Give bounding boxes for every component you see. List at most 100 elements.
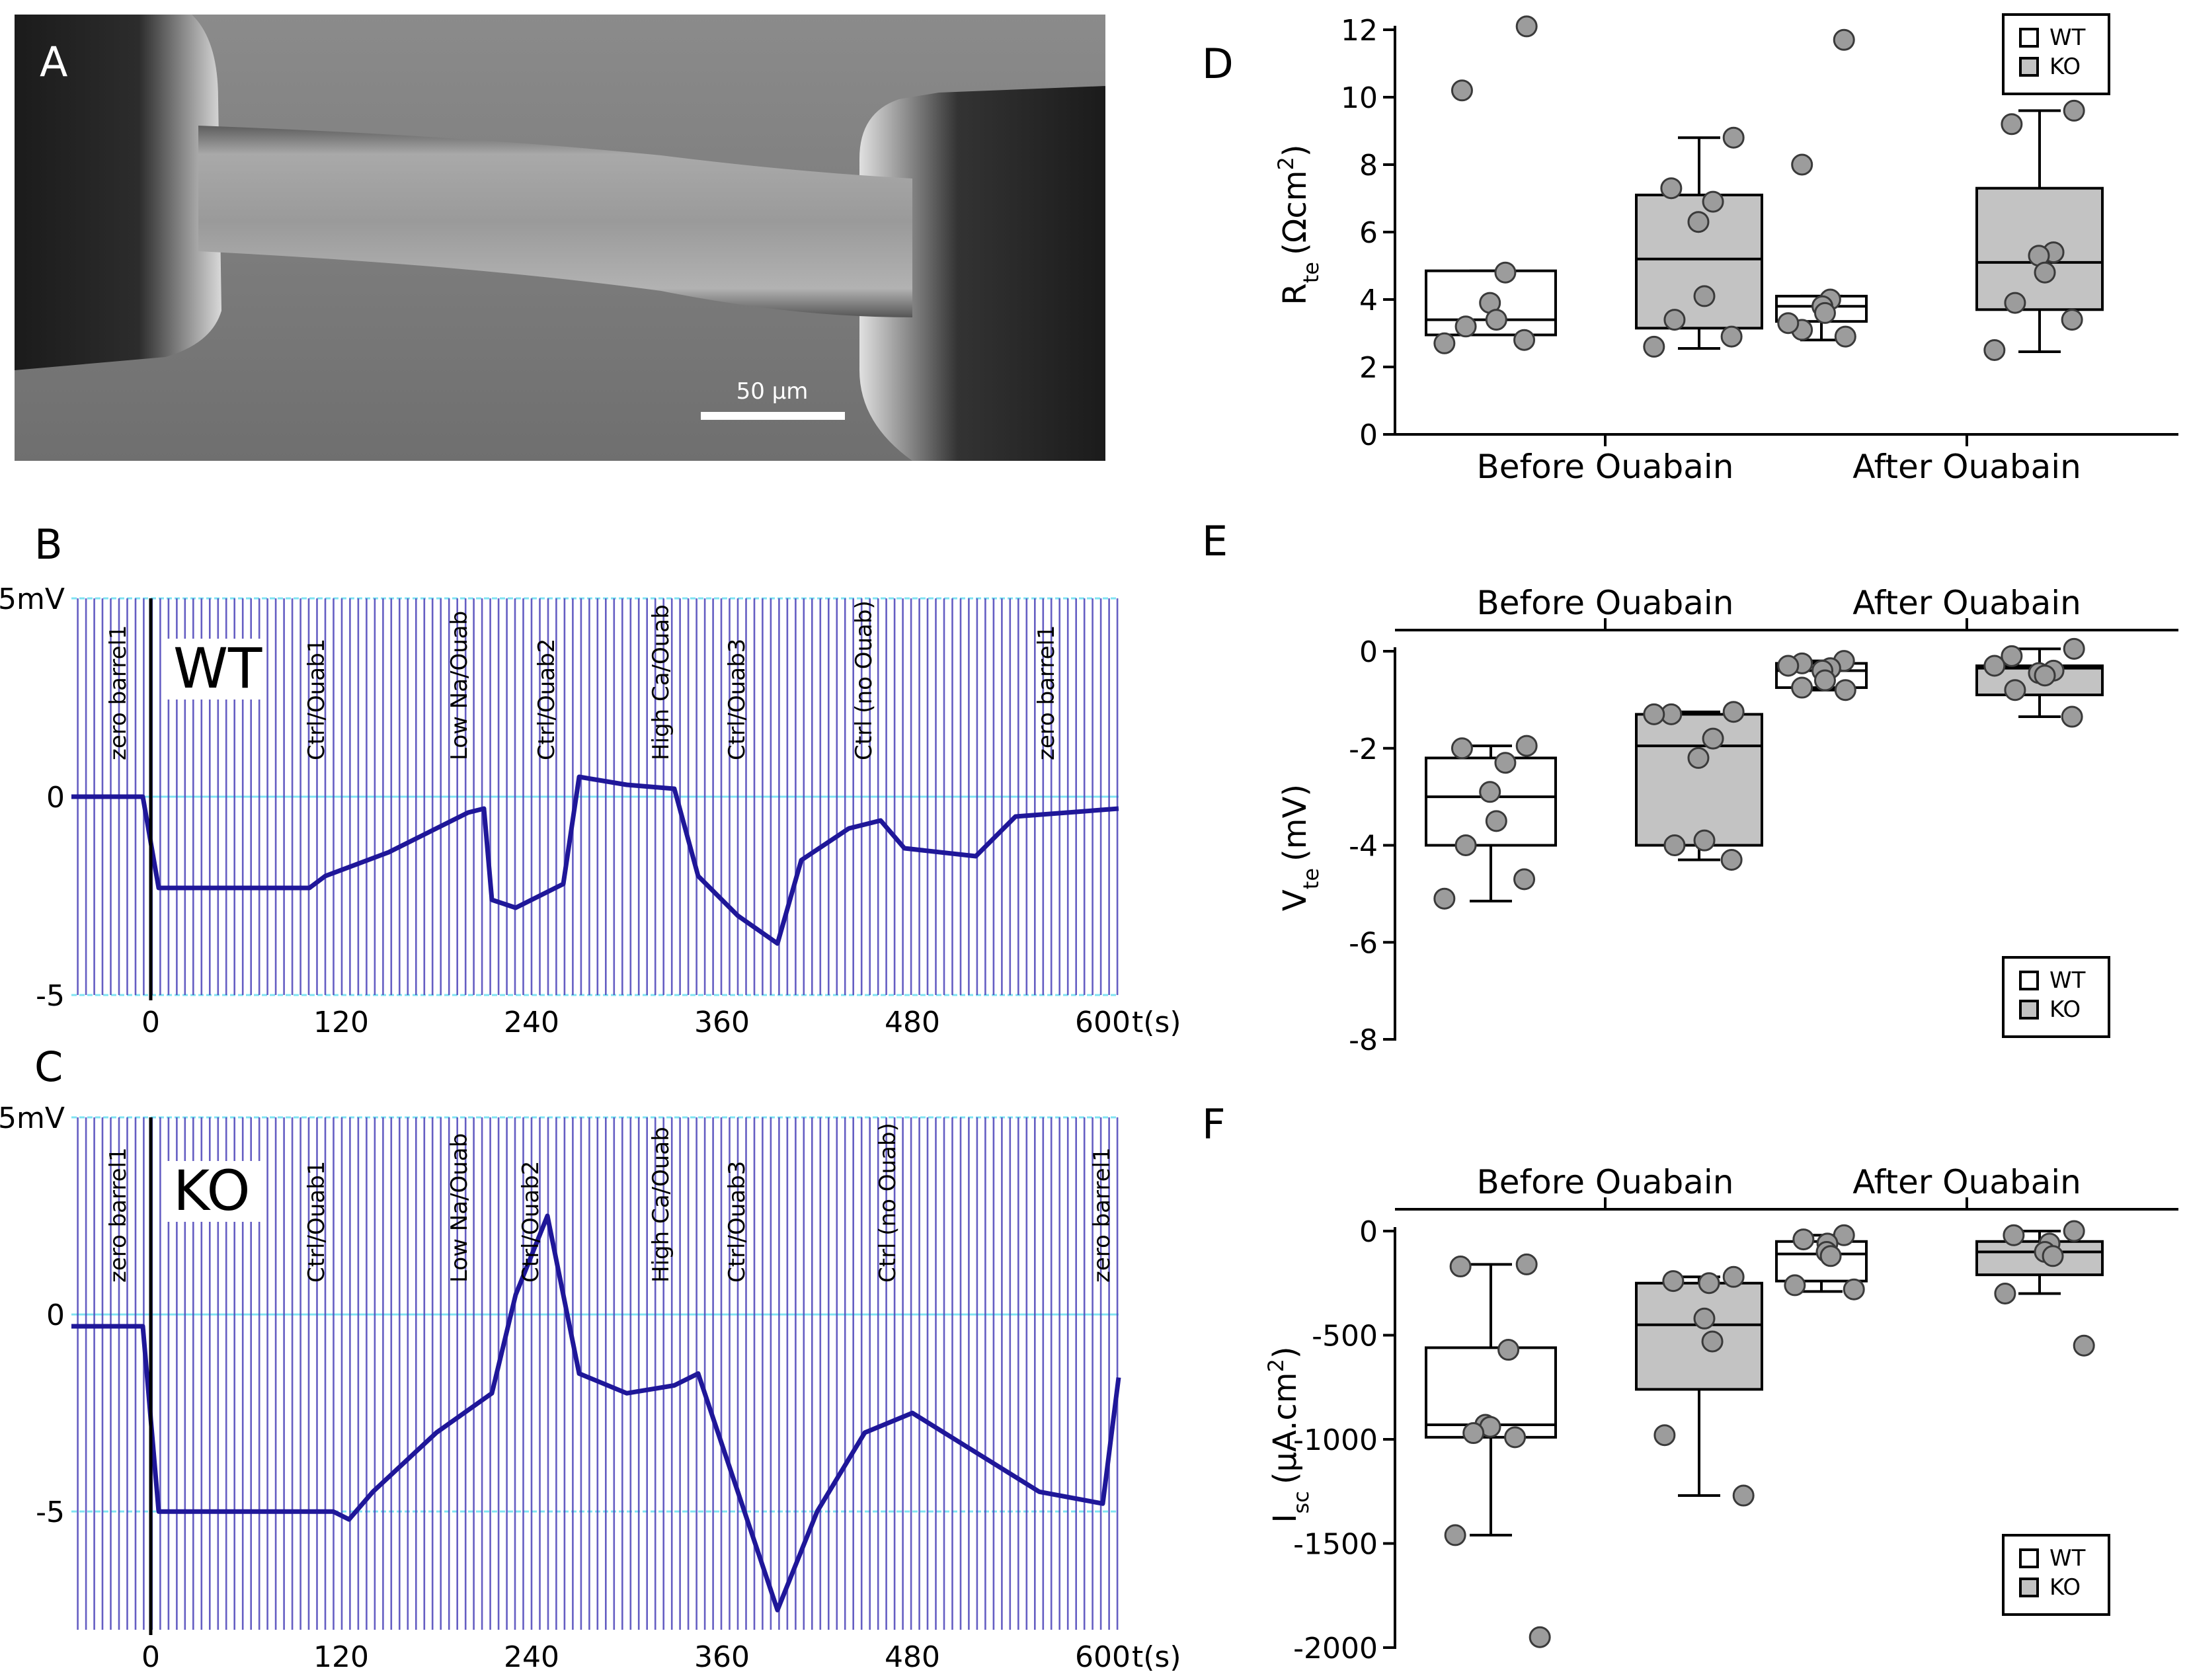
data-point <box>1784 1274 1806 1297</box>
data-point <box>1485 309 1507 331</box>
x-tick-label: 0 <box>141 1640 160 1674</box>
data-point <box>1454 834 1477 856</box>
data-point <box>1479 781 1501 803</box>
data-point <box>2073 1334 2095 1357</box>
y-axis-label-part: R <box>1277 283 1314 305</box>
x-tick-label: 360 <box>694 1006 750 1039</box>
box-wt <box>1775 1240 1868 1283</box>
y-tick-label: 0 <box>1359 635 1378 669</box>
y-tick-label: 8 <box>1359 149 1378 182</box>
y-axis-label-part: 2 <box>1273 157 1298 170</box>
y-axis-label-part: (µA.cm <box>1267 1373 1304 1485</box>
x-tick-label: 120 <box>313 1006 369 1039</box>
data-point <box>1702 727 1724 750</box>
voltage-trace <box>71 1213 1121 1613</box>
pulse-artifacts <box>77 1117 1119 1630</box>
x-tick-label: 120 <box>313 1640 369 1674</box>
data-point <box>1433 887 1456 910</box>
data-point <box>1777 655 1800 677</box>
legend-swatch-ko <box>2019 1000 2039 1020</box>
data-point <box>1451 79 1473 102</box>
panel-label: C <box>34 1043 63 1091</box>
data-point <box>1643 335 1665 358</box>
data-point <box>1732 1484 1755 1507</box>
y-tick-label: -4 <box>1349 830 1378 863</box>
data-point <box>1513 868 1536 891</box>
y-tick-label: -2000 <box>1293 1632 1378 1665</box>
y-axis-label: Rte (Ωcm2) <box>1273 144 1324 305</box>
panel-b-trace: 5mV 0 -5 0 120 240 360 480 600 t(s) zero barrel1 Ct… <box>0 520 1181 1039</box>
data-point <box>2004 679 2026 701</box>
event-annotation: Ctrl/Ouab3 <box>724 639 750 760</box>
event-annotation: zero barrel1 <box>105 1147 132 1283</box>
legend-swatch-ko <box>2019 1578 2039 1597</box>
data-point <box>1791 153 1813 176</box>
y-tick-label: -6 <box>1349 926 1378 960</box>
y-tick-label: -8 <box>1349 1023 1378 1057</box>
y-tick-label: 12 <box>1341 14 1378 48</box>
legend-swatch-wt <box>2019 1548 2039 1568</box>
group-label: After Ouabain <box>1852 1163 2081 1201</box>
legend-label: WT <box>2049 967 2086 994</box>
y-axis-label-part: te <box>1298 868 1324 889</box>
x-tick-label: 0 <box>141 1006 160 1039</box>
data-point <box>1660 177 1683 200</box>
data-point <box>1693 829 1716 852</box>
legend-label: KO <box>2049 996 2081 1023</box>
x-tick-label: 240 <box>504 1640 559 1674</box>
x-unit-label: t(s) <box>1132 1006 1181 1039</box>
y-tick-label: -5 <box>36 1496 65 1529</box>
box-ko <box>1635 1281 1763 1391</box>
group-label: After Ouabain <box>1852 448 2081 486</box>
data-point <box>1513 329 1536 351</box>
y-tick-label: 0 <box>46 781 65 815</box>
panel-label: D <box>1202 40 1234 88</box>
data-point <box>2063 637 2085 660</box>
data-point <box>1494 261 1517 284</box>
genotype-label-bg <box>167 639 266 700</box>
panel-e-boxplot: 0 -2 -4 -6 -8 Before Ouabain After Ouabain WTKO… <box>1202 517 2178 1057</box>
data-point <box>1983 339 2006 361</box>
legend-swatch-wt <box>2019 971 2039 990</box>
legend-swatch-ko <box>2019 57 2039 77</box>
y-tick-label: 4 <box>1359 284 1378 317</box>
data-point <box>1687 746 1710 769</box>
data-point <box>1843 1278 1865 1300</box>
scale-bar-label: 50 µm <box>736 378 809 405</box>
event-annotation: Low Na/Ouab <box>446 611 473 760</box>
group-label: After Ouabain <box>1852 584 2081 622</box>
data-point <box>1662 1270 1685 1293</box>
data-point <box>2001 645 2023 667</box>
panel-a: 50 µm A <box>15 15 1105 461</box>
data-point <box>2042 1245 2064 1267</box>
x-tick-label: 600 <box>1075 1640 1131 1674</box>
data-point <box>1433 332 1456 354</box>
data-point <box>2063 99 2085 122</box>
y-tick-label: 0 <box>1359 1215 1378 1249</box>
legend-swatch-wt <box>2019 28 2039 48</box>
y-axis-label-part: I <box>1267 1513 1304 1523</box>
y-axis-label-part: (mV) <box>1277 784 1314 861</box>
data-point <box>2063 1220 2085 1242</box>
event-annotation: Ctrl/Ouab3 <box>724 1161 750 1283</box>
genotype-label: KO <box>173 1158 251 1223</box>
data-point <box>2034 664 2056 687</box>
panel-label: E <box>1202 517 1228 565</box>
voltage-trace <box>71 774 1119 946</box>
y-axis-label-part: ) <box>1267 1346 1304 1359</box>
y-tick-label: -1000 <box>1293 1423 1378 1457</box>
data-point <box>1494 752 1517 774</box>
event-annotation: High Ca/Ouab <box>648 1127 674 1283</box>
panel-c-trace: 5mV 0 -5 0 120 240 360 480 600 t(s) zero barrel1 Ct… <box>0 1043 1181 1674</box>
data-point <box>1833 28 1855 51</box>
data-point <box>1687 211 1710 233</box>
data-point <box>2061 309 2083 331</box>
y-axis-label-part: V <box>1277 889 1314 911</box>
data-point <box>1834 679 1856 701</box>
data-point <box>1834 325 1856 348</box>
genotype-label-bg <box>167 1161 266 1222</box>
y-tick-label: 5mV <box>0 582 65 616</box>
data-point <box>1515 1253 1538 1275</box>
panel-label: F <box>1202 1100 1226 1148</box>
